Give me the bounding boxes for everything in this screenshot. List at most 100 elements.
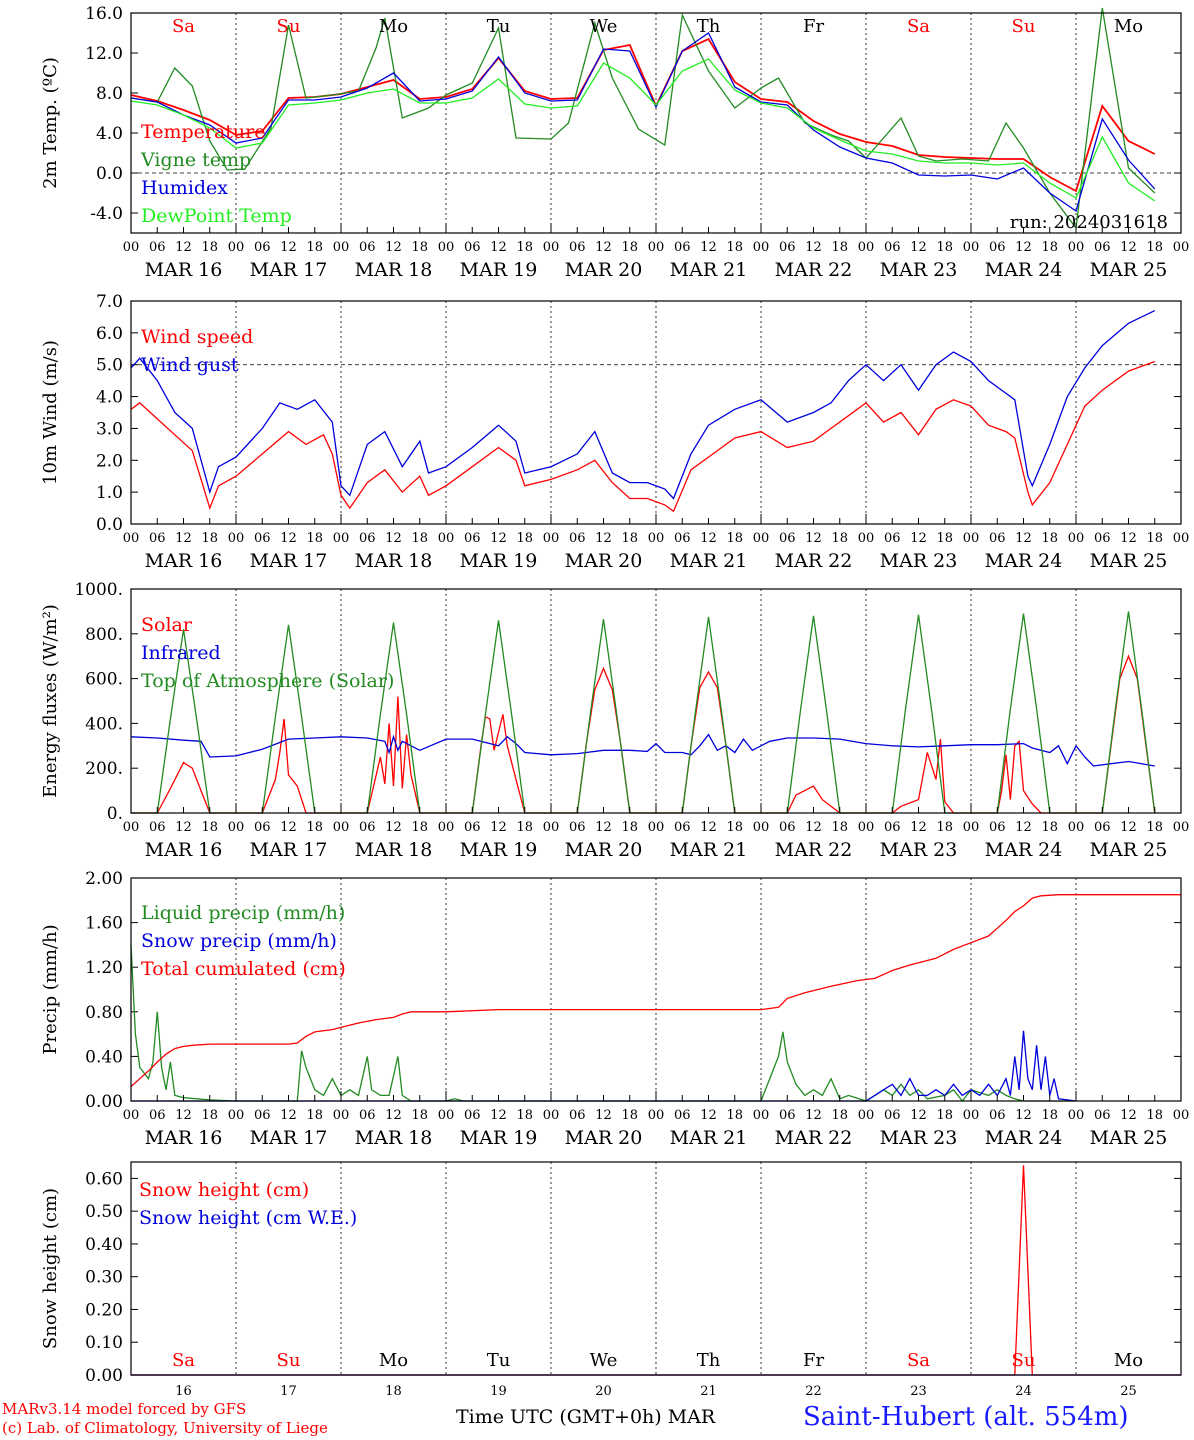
hour-label: 06	[884, 1108, 901, 1123]
hour-label: 12	[595, 240, 612, 255]
day-label: MAR 21	[670, 1127, 748, 1149]
day-label: MAR 24	[985, 1127, 1063, 1149]
day-label: MAR 20	[565, 550, 643, 572]
hour-label: 18	[831, 531, 848, 546]
station-name: Saint-Hubert (alt. 554m)	[803, 1402, 1129, 1432]
hour-label: 06	[149, 820, 166, 835]
y-tick-label: 12.0	[85, 44, 123, 64]
y-axis-title: 2m Temp. (ºC)	[40, 57, 61, 189]
hour-label: 18	[201, 531, 218, 546]
y-tick-label: 0.30	[85, 1268, 123, 1288]
y-tick-label: 1.0	[96, 483, 123, 503]
y-tick-label: 6.0	[96, 324, 123, 344]
legend-label: Wind gust	[141, 354, 239, 376]
hour-label: 06	[1094, 820, 1111, 835]
hour-label: 06	[464, 531, 481, 546]
hour-label: 12	[385, 531, 402, 546]
hour-label: 06	[359, 1108, 376, 1123]
hour-label: 18	[1146, 1108, 1163, 1123]
hour-label: 18	[726, 1108, 743, 1123]
series-line-snow-precip-mm-h-	[131, 1030, 1077, 1102]
hour-label: 18	[1041, 531, 1058, 546]
hour-label: 12	[595, 1108, 612, 1123]
hour-label: 12	[175, 531, 192, 546]
hour-label: 00	[543, 820, 560, 835]
hour-label: 18	[621, 1108, 638, 1123]
hour-label: 00	[1173, 1108, 1190, 1123]
hour-label: 00	[963, 531, 980, 546]
weekday-label: Tu	[487, 1350, 511, 1371]
hour-label: 00	[543, 1108, 560, 1123]
y-tick-label: 200.	[85, 759, 123, 779]
legend-label: Top of Atmosphere (Solar)	[141, 670, 394, 692]
hour-label: 12	[1015, 240, 1032, 255]
weekday-label: Mo	[379, 16, 408, 37]
hour-label: 12	[385, 240, 402, 255]
series-line-total-cumulated-cm-	[130, 894, 1181, 1087]
hour-label: 18	[411, 240, 428, 255]
hour-label: 06	[569, 240, 586, 255]
hour-label: 18	[726, 240, 743, 255]
hour-label: 00	[438, 240, 455, 255]
legend-label: Wind speed	[141, 326, 253, 348]
day-label: MAR 20	[565, 839, 643, 861]
hour-label: 18	[1146, 531, 1163, 546]
hour-label: 18	[306, 1108, 323, 1123]
day-label: MAR 23	[880, 839, 958, 861]
hour-label: 06	[464, 1108, 481, 1123]
y-tick-label: 4.0	[96, 124, 123, 144]
hour-label: 12	[280, 240, 297, 255]
hour-label: 06	[779, 820, 796, 835]
weekday-label: Sa	[172, 16, 195, 37]
hour-label: 06	[884, 820, 901, 835]
hour-label: 06	[1094, 1108, 1111, 1123]
hour-label: 12	[490, 531, 507, 546]
weekday-label: Sa	[907, 1350, 930, 1371]
hour-label: 00	[648, 531, 665, 546]
hour-label: 18	[726, 820, 743, 835]
hour-label: 18	[726, 531, 743, 546]
hour-label: 18	[411, 1108, 428, 1123]
day-label: MAR 23	[880, 1127, 958, 1149]
weekday-label: We	[590, 16, 618, 37]
x-axis-title: Time UTC (GMT+0h) MAR	[456, 1406, 716, 1428]
hour-label: 12	[910, 531, 927, 546]
weekday-label: Fr	[803, 16, 824, 37]
series-line-top-of-atmosphere-solar-	[131, 611, 1156, 814]
hour-label: 12	[175, 1108, 192, 1123]
weekday-label: Mo	[1114, 16, 1143, 37]
weekday-label: Su	[1012, 16, 1036, 37]
hour-label: 06	[674, 820, 691, 835]
hour-label: 06	[569, 820, 586, 835]
hour-label: 18	[936, 240, 953, 255]
day-label: MAR 18	[355, 1127, 433, 1149]
y-axis-title: Energy fluxes (W/m²)	[40, 604, 61, 798]
y-axis-title: Precip (mm/h)	[40, 924, 61, 1054]
hour-label: 18	[936, 820, 953, 835]
hour-label: 00	[123, 1108, 140, 1123]
hour-label: 12	[700, 240, 717, 255]
day-label: MAR 17	[250, 839, 328, 861]
y-tick-label: 0.00	[85, 1092, 123, 1112]
hour-label: 12	[1120, 1108, 1137, 1123]
day-label: MAR 22	[775, 1127, 853, 1149]
y-tick-label: 0.00	[85, 1366, 123, 1386]
day-label: MAR 24	[985, 839, 1063, 861]
legend-label: Snow height (cm)	[139, 1179, 309, 1201]
hour-label: 06	[989, 531, 1006, 546]
hour-label: 00	[1068, 531, 1085, 546]
panel-frame	[130, 1161, 1182, 1376]
hour-label: 18	[306, 531, 323, 546]
weekday-label: Th	[697, 16, 721, 37]
y-tick-label: 8.0	[96, 84, 123, 104]
weekday-label: Su	[277, 16, 301, 37]
y-tick-label: 0.60	[85, 1169, 123, 1189]
legend-label: Temperature	[141, 121, 265, 143]
hour-label: 00	[438, 820, 455, 835]
hour-label: 00	[753, 240, 770, 255]
y-tick-label: 0.	[107, 804, 123, 824]
hour-label: 18	[306, 240, 323, 255]
series-line-infrared	[130, 733, 1155, 767]
hour-label: 18	[831, 820, 848, 835]
weekday-label: Th	[697, 1350, 721, 1371]
